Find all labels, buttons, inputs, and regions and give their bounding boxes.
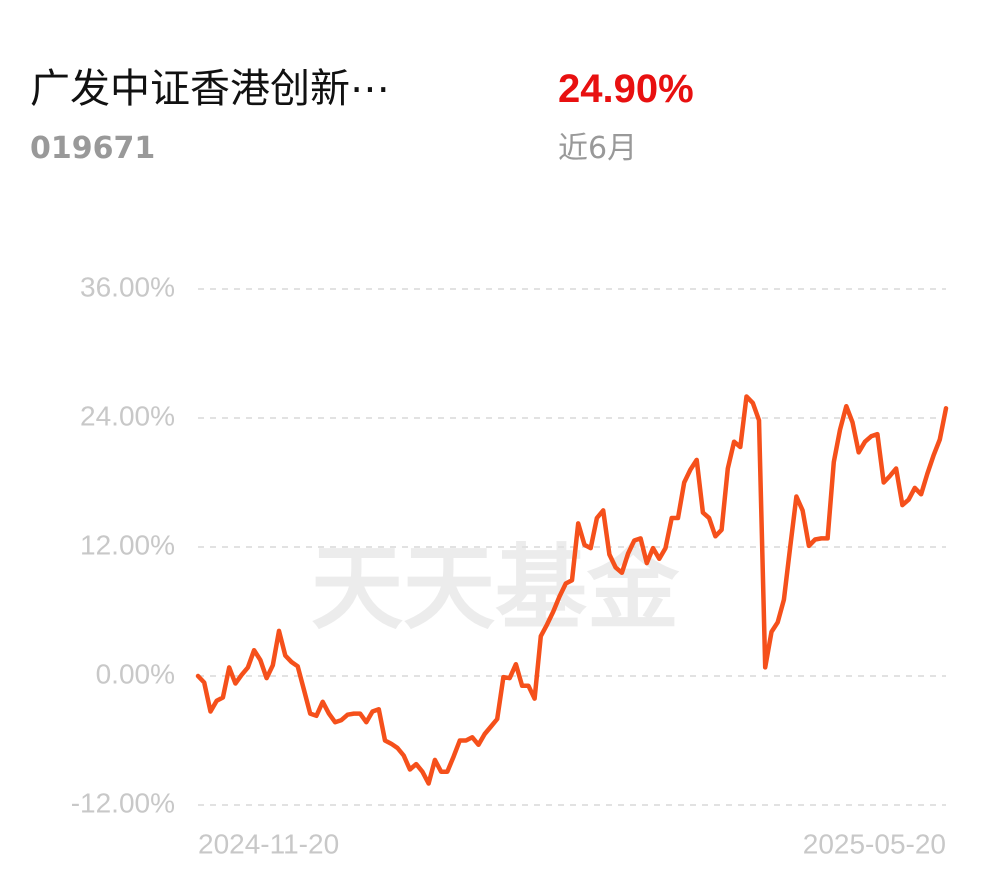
watermark: 天天基金 [311, 535, 680, 642]
fund-code: 019671 [30, 131, 155, 166]
x-tick-label: 2024-11-20 [198, 828, 339, 859]
fund-name: 广发中证香港创新⋯ [30, 66, 390, 112]
y-tick-label: 36.00% [80, 271, 175, 302]
return-value: 24.90% [558, 67, 694, 111]
x-tick-label: 2025-05-20 [803, 828, 946, 859]
y-tick-label: 0.00% [96, 658, 175, 689]
y-tick-label: 12.00% [80, 529, 175, 560]
return-period: 近6月 [558, 131, 637, 166]
y-tick-label: -12.00% [71, 787, 175, 818]
y-tick-label: 24.00% [80, 400, 175, 431]
line [195, 394, 949, 786]
